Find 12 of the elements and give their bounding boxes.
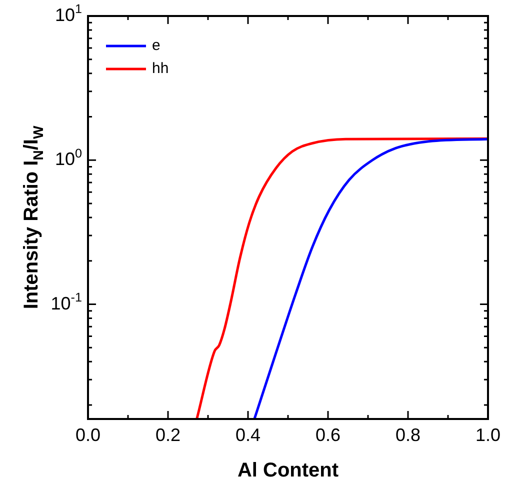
- x-tick-label: 1.0: [475, 424, 501, 445]
- x-axis-title: Al Content: [237, 460, 339, 482]
- legend-label: e: [152, 37, 160, 54]
- x-tick-label: 0.0: [75, 424, 101, 445]
- x-tick-label: 0.6: [315, 424, 341, 445]
- y-axis-title: Intensity Ratio IN/IW: [20, 125, 46, 310]
- legend-label: hh: [152, 60, 169, 78]
- x-tick-label: 0.2: [155, 424, 181, 445]
- x-tick-label: 0.8: [395, 424, 421, 445]
- line-series: [196, 137, 490, 420]
- line-series: [253, 138, 490, 420]
- x-tick-label: 0.4: [235, 424, 261, 445]
